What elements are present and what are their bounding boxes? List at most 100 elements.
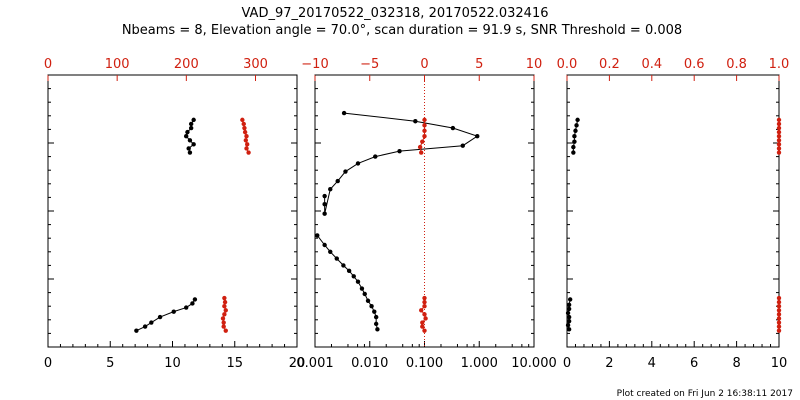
top-tick-label: 0	[44, 57, 52, 72]
data-point	[776, 150, 782, 155]
data-point	[187, 138, 193, 143]
data-point	[419, 150, 424, 155]
data-point	[322, 211, 327, 216]
data-point	[223, 328, 228, 333]
data-point	[460, 143, 465, 148]
data-point	[245, 142, 250, 147]
data-point	[571, 150, 576, 155]
data-point	[334, 256, 339, 261]
data-point	[422, 328, 427, 333]
data-point	[322, 202, 327, 207]
data-point	[397, 148, 402, 154]
data-point	[566, 302, 572, 308]
data-point	[573, 128, 578, 133]
data-point	[776, 138, 782, 143]
data-point	[565, 323, 571, 328]
data-point	[776, 324, 782, 329]
data-point	[355, 279, 361, 284]
data-point	[776, 146, 782, 151]
chart-title: VAD_97_20170522_032318, 20170522.032416	[242, 6, 549, 21]
bottom-tick-label: 0	[563, 356, 571, 371]
data-point	[343, 169, 348, 174]
data-point	[776, 304, 782, 309]
data-point	[776, 299, 782, 305]
bottom-tick-label: 4	[648, 356, 656, 371]
data-point	[422, 134, 427, 139]
data-point	[422, 299, 427, 305]
bottom-tick-label: 10.000	[511, 356, 557, 371]
data-point	[422, 295, 427, 301]
top-tick-label: 0	[420, 57, 428, 72]
data-point	[222, 299, 228, 305]
data-point	[776, 312, 782, 317]
data-point	[222, 295, 227, 301]
bottom-tick-label: 10	[771, 356, 788, 371]
top-tick-label: 0.0	[557, 57, 578, 72]
data-point	[475, 134, 480, 139]
data-point	[422, 128, 427, 133]
data-point	[566, 318, 572, 324]
data-point	[188, 125, 194, 131]
plot-frame-right	[566, 74, 780, 348]
data-point	[242, 125, 247, 131]
data-point	[359, 286, 365, 291]
bottom-tick-label: 2	[605, 356, 613, 371]
data-point	[187, 150, 193, 155]
data-point	[315, 233, 320, 238]
plot-created-note: Plot created on Fri Jun 2 16:38:11 2017	[617, 389, 793, 399]
data-point	[341, 263, 346, 268]
data-point	[244, 134, 249, 139]
data-point	[188, 121, 194, 127]
data-point	[776, 121, 782, 127]
data-point	[335, 178, 340, 184]
data-point	[341, 110, 347, 116]
data-point	[373, 314, 379, 320]
data-point	[355, 161, 361, 166]
data-point	[566, 306, 572, 312]
data-point	[242, 129, 248, 135]
bottom-tick-label: 0.001	[296, 356, 333, 371]
data-point	[351, 274, 356, 279]
data-point	[222, 304, 227, 309]
data-point	[413, 119, 418, 124]
bottom-tick-label: 0.100	[406, 356, 443, 371]
series-line-1	[324, 112, 479, 214]
top-tick-label: 0.4	[641, 57, 662, 72]
data-point	[142, 324, 148, 329]
data-point	[776, 316, 782, 321]
data-point	[776, 308, 782, 313]
data-point	[183, 134, 189, 139]
data-point	[221, 320, 226, 325]
data-point	[222, 312, 227, 317]
data-point	[776, 134, 782, 139]
data-point	[240, 117, 245, 123]
data-point	[365, 298, 371, 303]
data-point	[221, 324, 226, 329]
bottom-tick-label: 5	[106, 356, 114, 371]
bottom-tick-label: 1.000	[461, 356, 498, 371]
data-point	[572, 139, 577, 144]
data-point	[419, 308, 424, 313]
data-point	[566, 314, 572, 320]
data-point	[183, 305, 189, 310]
bottom-tick-label: 8	[732, 356, 740, 371]
data-point	[567, 297, 573, 302]
top-tick-label: 10	[526, 57, 543, 72]
data-point	[420, 324, 425, 329]
top-tick-label: 200	[174, 57, 199, 72]
data-point	[422, 117, 427, 123]
data-point	[776, 320, 782, 325]
data-point	[566, 327, 572, 332]
data-point	[375, 327, 380, 332]
chart-subtitle: Nbeams = 8, Elevation angle = 70.0°, sca…	[122, 23, 682, 38]
data-point	[420, 139, 425, 144]
data-point	[776, 125, 782, 131]
data-point	[243, 138, 249, 143]
data-point	[776, 142, 782, 147]
bottom-tick-label: 20	[289, 356, 306, 371]
data-point	[328, 249, 333, 254]
data-point	[373, 321, 379, 327]
series-line-0	[316, 235, 378, 330]
data-point	[776, 129, 782, 135]
data-point	[417, 144, 423, 150]
